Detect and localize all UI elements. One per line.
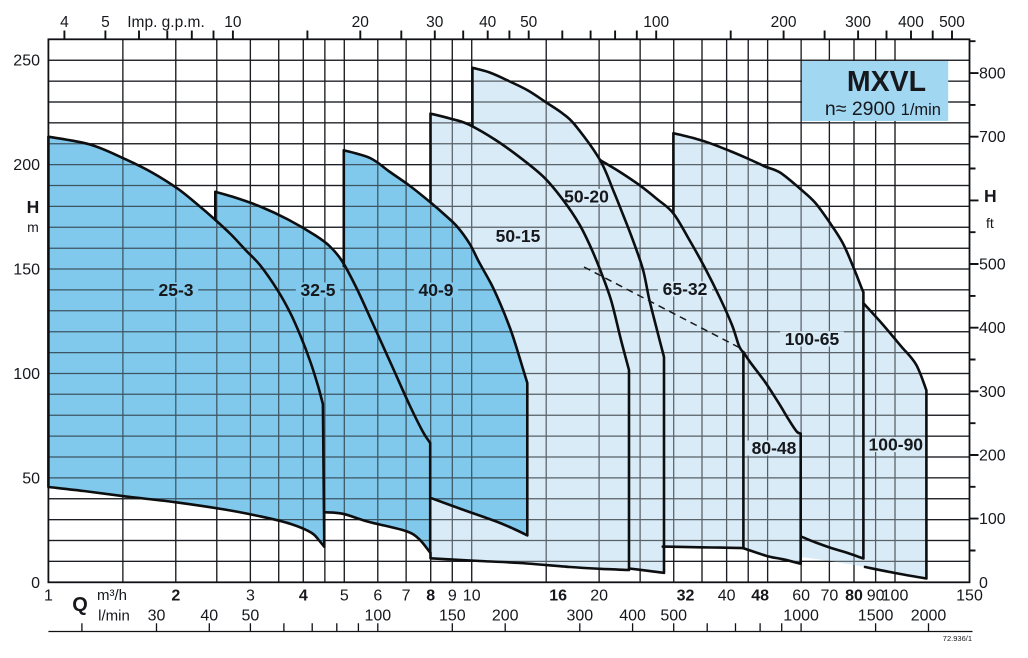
svg-text:72.936/1: 72.936/1	[943, 634, 972, 643]
svg-text:32-5: 32-5	[300, 280, 335, 300]
svg-text:4: 4	[60, 14, 69, 31]
svg-text:10: 10	[463, 588, 481, 605]
svg-text:150: 150	[956, 588, 983, 605]
svg-text:800: 800	[979, 66, 1006, 83]
svg-text:9: 9	[448, 588, 457, 605]
svg-text:50-20: 50-20	[564, 187, 609, 207]
svg-text:400: 400	[619, 608, 646, 625]
svg-text:7: 7	[402, 588, 411, 605]
svg-text:l/min: l/min	[98, 608, 130, 625]
svg-text:300: 300	[845, 14, 871, 31]
svg-text:300: 300	[979, 384, 1006, 401]
svg-text:400: 400	[898, 14, 924, 31]
svg-text:20: 20	[352, 14, 370, 31]
svg-text:100: 100	[882, 588, 909, 605]
svg-text:1500: 1500	[858, 608, 894, 625]
svg-text:5: 5	[340, 588, 349, 605]
svg-text:50: 50	[242, 608, 260, 625]
svg-text:0: 0	[979, 575, 988, 592]
svg-text:200: 200	[13, 157, 40, 174]
svg-text:50: 50	[520, 14, 538, 31]
svg-text:80: 80	[845, 588, 863, 605]
svg-text:150: 150	[13, 262, 40, 279]
svg-text:250: 250	[13, 53, 40, 70]
svg-text:70: 70	[821, 588, 839, 605]
svg-text:6: 6	[373, 588, 382, 605]
svg-text:200: 200	[492, 608, 519, 625]
svg-text:30: 30	[426, 14, 444, 31]
svg-text:50: 50	[22, 470, 40, 487]
svg-text:100: 100	[643, 14, 669, 31]
svg-text:Q: Q	[72, 594, 88, 616]
svg-text:10: 10	[224, 14, 242, 31]
svg-text:700: 700	[979, 129, 1006, 146]
svg-text:40: 40	[200, 608, 218, 625]
svg-text:150: 150	[439, 608, 466, 625]
svg-text:100-90: 100-90	[869, 435, 924, 455]
svg-text:20: 20	[590, 588, 608, 605]
svg-text:200: 200	[979, 448, 1006, 465]
svg-text:90: 90	[867, 588, 885, 605]
svg-text:8: 8	[426, 588, 435, 605]
svg-text:Imp. g.p.m.: Imp. g.p.m.	[127, 14, 205, 31]
svg-text:500: 500	[660, 608, 687, 625]
svg-text:200: 200	[771, 14, 797, 31]
svg-text:100: 100	[979, 511, 1006, 528]
svg-text:ft: ft	[986, 215, 994, 231]
svg-text:H: H	[27, 197, 40, 217]
svg-text:2: 2	[171, 588, 180, 605]
svg-text:80-48: 80-48	[752, 438, 797, 458]
svg-text:100: 100	[364, 608, 391, 625]
svg-text:0: 0	[31, 575, 40, 592]
svg-text:1000: 1000	[783, 608, 819, 625]
svg-text:40: 40	[718, 588, 736, 605]
svg-text:300: 300	[566, 608, 593, 625]
svg-text:500: 500	[979, 257, 1006, 274]
svg-text:50-15: 50-15	[496, 226, 541, 246]
svg-text:H: H	[984, 186, 997, 206]
svg-text:100-65: 100-65	[785, 329, 840, 349]
svg-text:100: 100	[13, 366, 40, 383]
svg-text:60: 60	[792, 588, 810, 605]
svg-text:m: m	[27, 219, 39, 235]
svg-text:65-32: 65-32	[663, 279, 708, 299]
svg-text:16: 16	[549, 588, 567, 605]
svg-text:1: 1	[44, 588, 53, 605]
svg-text:MXVL: MXVL	[847, 66, 926, 98]
svg-text:40: 40	[479, 14, 497, 31]
svg-text:2000: 2000	[911, 608, 947, 625]
svg-text:n≈ 2900 1/min: n≈ 2900 1/min	[825, 98, 941, 120]
svg-text:4: 4	[299, 588, 308, 605]
svg-text:400: 400	[979, 320, 1006, 337]
svg-text:40-9: 40-9	[418, 280, 453, 300]
svg-text:25-3: 25-3	[158, 280, 193, 300]
svg-text:32: 32	[677, 588, 695, 605]
svg-text:3: 3	[246, 588, 255, 605]
svg-text:m³/h: m³/h	[97, 587, 127, 604]
svg-text:500: 500	[939, 14, 965, 31]
svg-text:30: 30	[148, 608, 166, 625]
svg-text:5: 5	[101, 14, 110, 31]
svg-text:48: 48	[751, 588, 769, 605]
